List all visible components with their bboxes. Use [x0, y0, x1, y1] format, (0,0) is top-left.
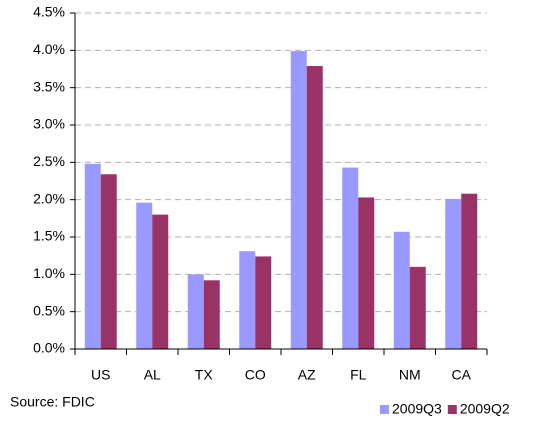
bar	[239, 251, 256, 349]
y-tick-label: 2.0%	[33, 190, 65, 206]
x-tick-label: CA	[452, 367, 472, 383]
bar	[342, 167, 359, 349]
x-tick-label: TX	[195, 367, 214, 383]
x-tick-label: AL	[144, 367, 161, 383]
source-note: Source: FDIC	[10, 394, 95, 410]
x-tick-label: CO	[245, 367, 266, 383]
legend-label: 2009Q2	[460, 401, 510, 417]
x-tick-label: AZ	[298, 367, 316, 383]
y-tick-label: 1.0%	[33, 265, 65, 281]
x-tick-label: FL	[350, 367, 367, 383]
legend-swatch	[380, 405, 389, 414]
bar	[358, 197, 375, 349]
y-tick-label: 0.5%	[33, 302, 65, 318]
y-tick-label: 3.5%	[33, 78, 65, 94]
bar	[290, 51, 307, 350]
bar	[306, 66, 323, 349]
x-tick-label: US	[91, 367, 110, 383]
legend-swatch	[447, 405, 457, 414]
bar	[445, 198, 462, 349]
x-tick-label: NM	[399, 367, 421, 383]
bar	[187, 274, 204, 349]
y-tick-label: 2.5%	[33, 153, 65, 169]
bar	[393, 231, 410, 349]
bar	[203, 280, 220, 349]
y-tick-label: 4.0%	[33, 41, 65, 57]
y-tick-label: 0.0%	[33, 340, 65, 356]
bar	[136, 202, 153, 349]
y-tick-label: 3.0%	[33, 116, 65, 132]
bar	[461, 193, 478, 349]
legend-label: 2009Q3	[392, 401, 442, 417]
y-tick-label: 1.5%	[33, 228, 65, 244]
bar	[409, 266, 426, 349]
bar	[152, 214, 169, 349]
bar	[84, 163, 101, 349]
y-tick-label: 4.5%	[33, 4, 65, 20]
bar	[255, 256, 272, 349]
bar	[100, 174, 117, 349]
